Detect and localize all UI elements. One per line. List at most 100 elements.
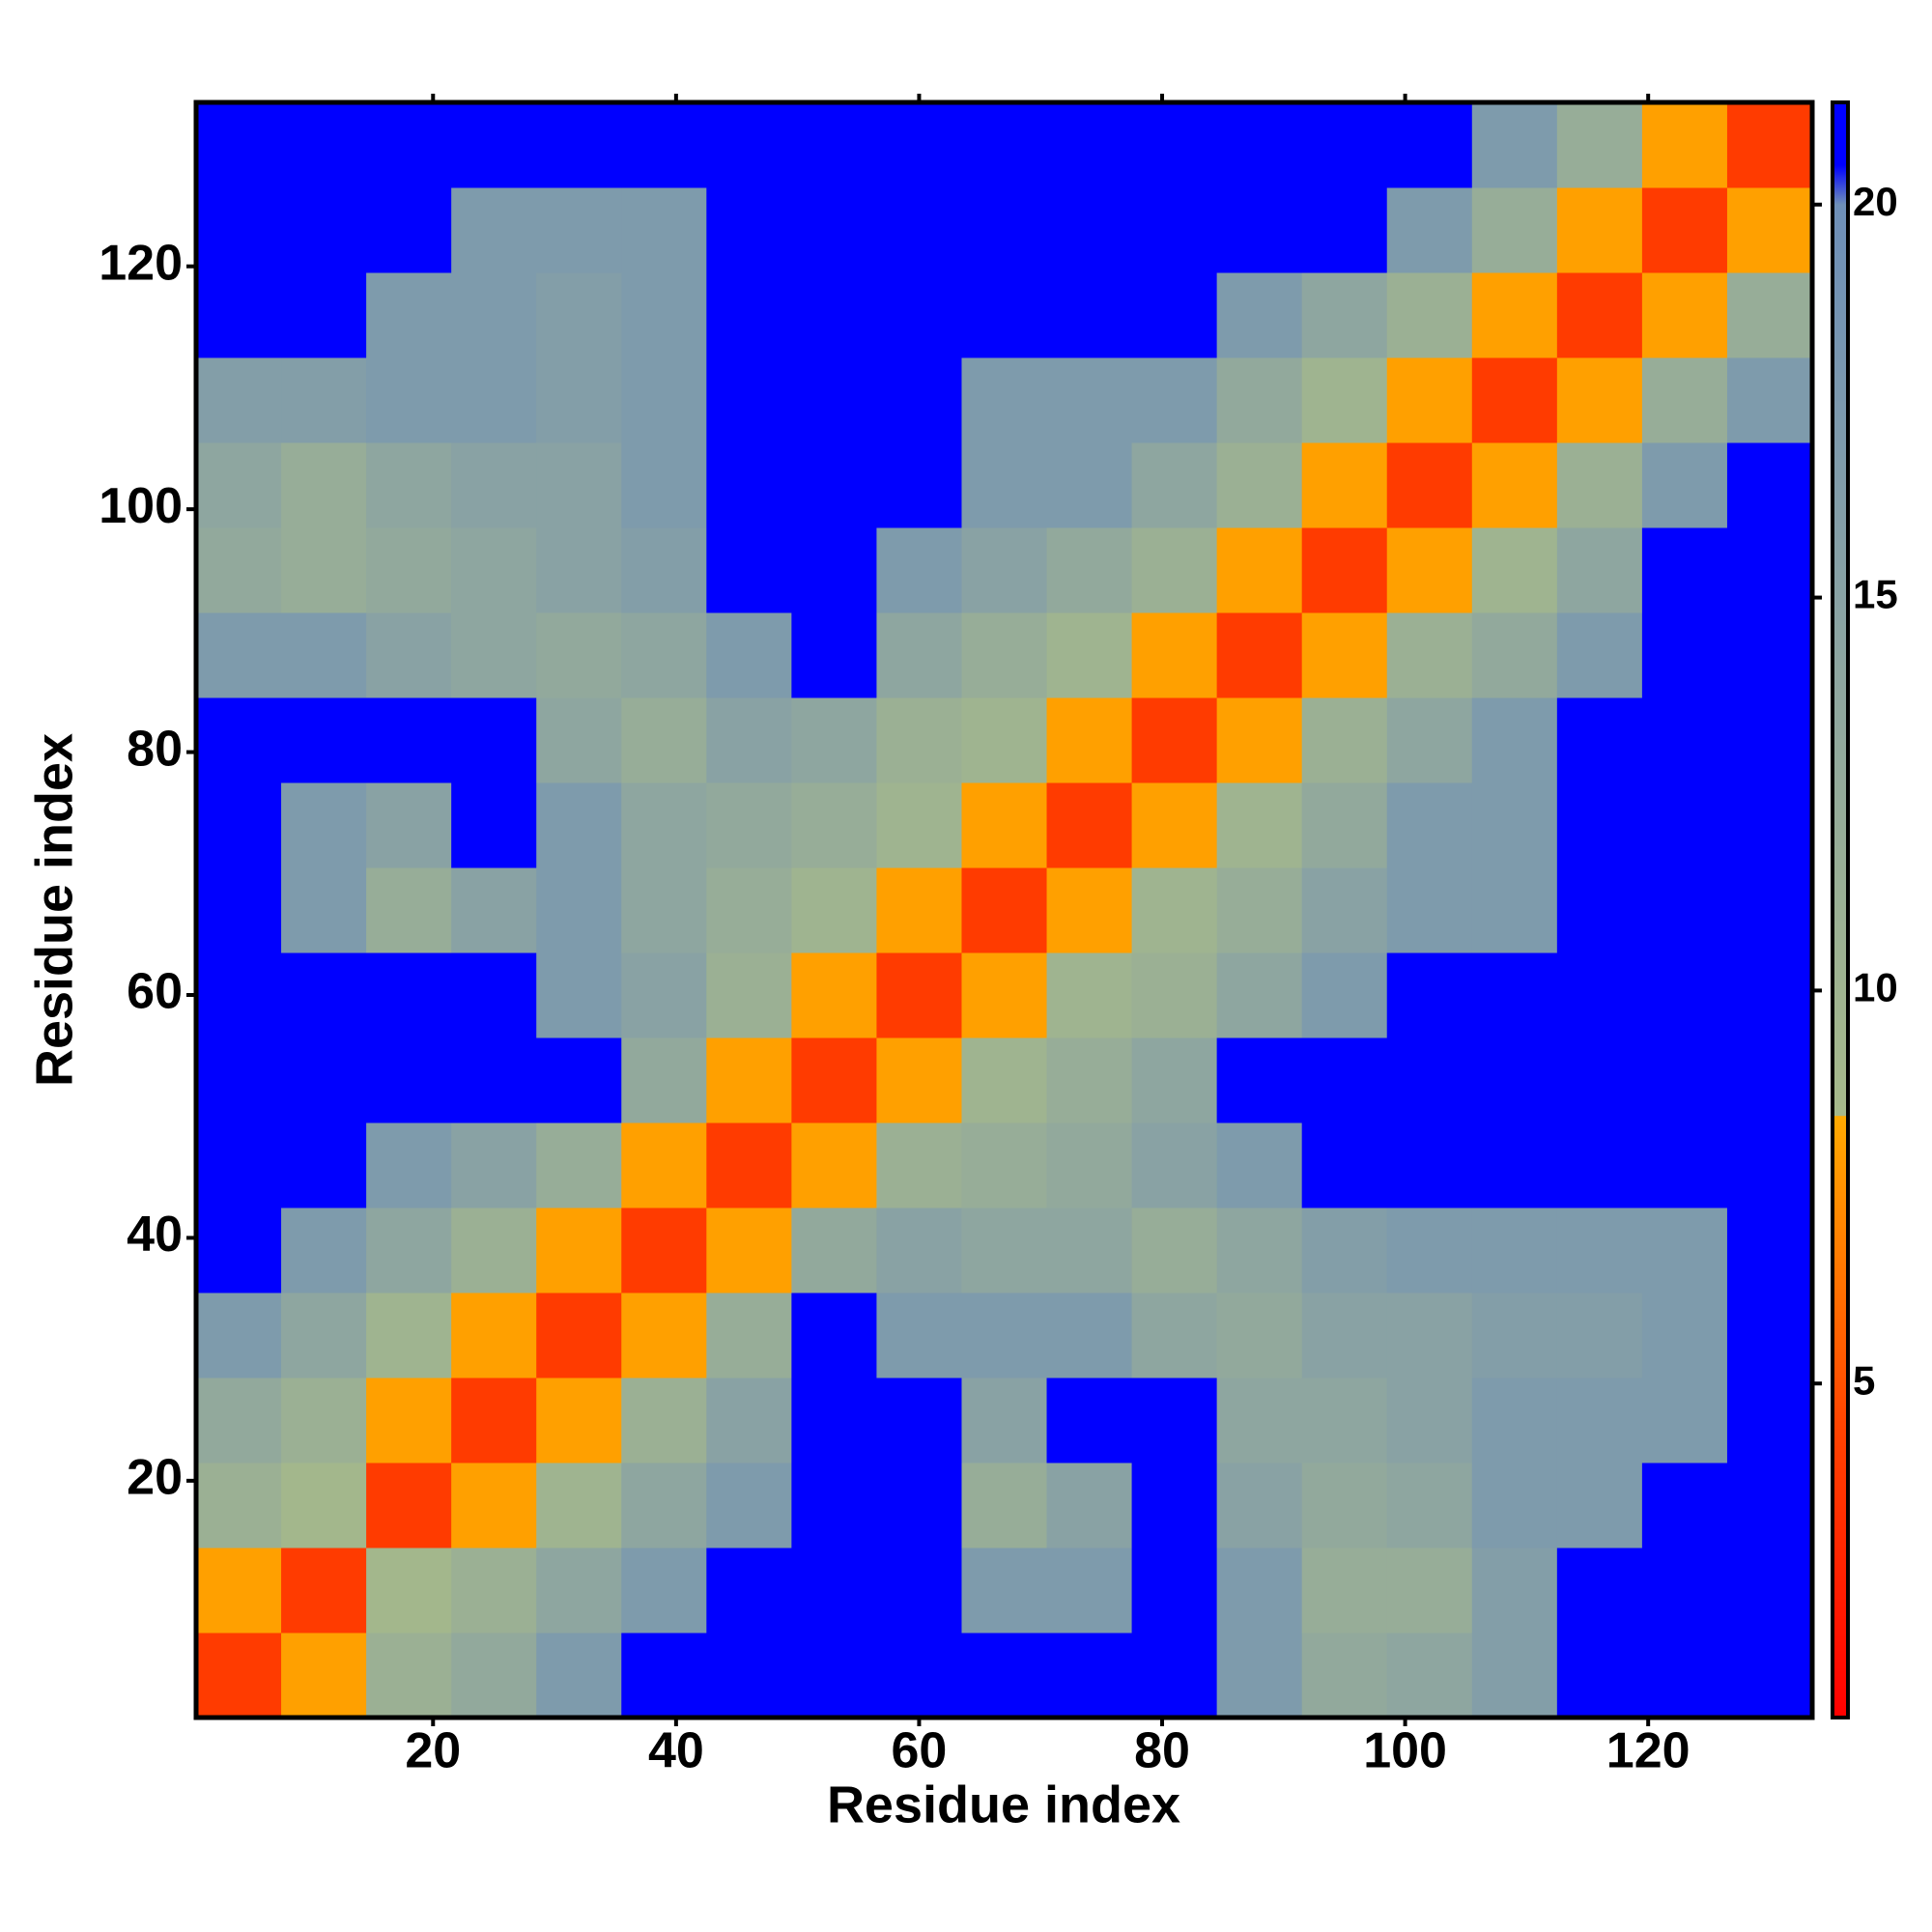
heatmap-cell [1471, 102, 1558, 188]
heatmap-cell [1726, 357, 1813, 443]
heatmap-cell [791, 867, 877, 953]
heatmap-cell [1471, 1122, 1558, 1208]
heatmap-cell [536, 357, 622, 443]
heatmap-cell [1301, 1633, 1388, 1719]
heatmap-cell [1046, 527, 1133, 613]
heatmap-cell [536, 612, 622, 698]
heatmap-cell [1216, 102, 1303, 188]
heatmap-cell [791, 1037, 877, 1123]
heatmap-cell [1556, 357, 1643, 443]
heatmap-cell [451, 102, 537, 188]
heatmap-cell [1556, 1208, 1643, 1293]
heatmap-cell [536, 1378, 622, 1463]
heatmap-cell [1726, 1122, 1813, 1208]
heatmap-cell [1216, 1293, 1303, 1378]
heatmap-cell [366, 272, 452, 358]
heatmap-cell [281, 612, 367, 698]
heatmap-cell [366, 952, 452, 1038]
heatmap-cell [876, 1208, 962, 1293]
heatmap-cell [1216, 782, 1303, 868]
y-tick-label: 100 [99, 478, 183, 534]
heatmap-cell [1556, 1037, 1643, 1123]
heatmap-cell [1641, 1378, 1728, 1463]
heatmap-cell [621, 1633, 707, 1719]
y-tick-label: 80 [127, 721, 183, 777]
heatmap-cell [1301, 442, 1388, 528]
heatmap-cell [1556, 697, 1643, 783]
heatmap-cell [706, 1122, 792, 1208]
heatmap-cell [1131, 1633, 1218, 1719]
heatmap-cell [706, 1378, 792, 1463]
heatmap-cell [706, 952, 792, 1038]
heatmap-cell [1046, 697, 1133, 783]
heatmap-cell [1641, 272, 1728, 358]
heatmap-cell [1386, 1208, 1473, 1293]
heatmap-cell [1641, 102, 1728, 188]
heatmap-cell [1301, 1463, 1388, 1548]
heatmap-cell [791, 1463, 877, 1548]
heatmap-cell [1046, 357, 1133, 443]
heatmap-cell [706, 697, 792, 783]
heatmap-cell [706, 1293, 792, 1378]
heatmap-cell [876, 442, 962, 528]
heatmap-cell [536, 1037, 622, 1123]
heatmap-cell [366, 697, 452, 783]
heatmap-cell [1556, 1633, 1643, 1719]
heatmap-cell [1046, 442, 1133, 528]
heatmap-cell [961, 187, 1048, 273]
heatmap-cell [1726, 1378, 1813, 1463]
heatmap-cell [281, 1548, 367, 1634]
heatmap-cell [1216, 952, 1303, 1038]
heatmap-cell [1471, 1208, 1558, 1293]
heatmap-cell [791, 612, 877, 698]
heatmap-cell [1301, 1208, 1388, 1293]
heatmap-cell [961, 697, 1048, 783]
heatmap-cell [1726, 1208, 1813, 1293]
heatmap-cell [1471, 612, 1558, 698]
heatmap-cell [1131, 612, 1218, 698]
heatmap-cell [791, 187, 877, 273]
heatmap-cell [1131, 357, 1218, 443]
heatmap-cell [451, 1463, 537, 1548]
heatmap-cell [281, 1293, 367, 1378]
heatmap-cell [1131, 527, 1218, 613]
heatmap-cell [621, 1463, 707, 1548]
heatmap-cell [281, 357, 367, 443]
heatmap-cell [621, 697, 707, 783]
heatmap-cell [791, 272, 877, 358]
heatmap-cell [961, 102, 1048, 188]
heatmap-cell [536, 527, 622, 613]
heatmap-cell [621, 527, 707, 613]
heatmap-cell [536, 1633, 622, 1719]
heatmap-cell [1046, 1548, 1133, 1634]
heatmap-cell [281, 527, 367, 613]
heatmap-cell [451, 527, 537, 613]
colorbar-tick-label: 20 [1853, 179, 1898, 224]
heatmap-cell [451, 1378, 537, 1463]
heatmap-cell [536, 102, 622, 188]
heatmap-cell [1301, 1378, 1388, 1463]
heatmap-cell [706, 442, 792, 528]
heatmap-cell [1216, 442, 1303, 528]
heatmap-cell [1046, 272, 1133, 358]
heatmap-cell [1726, 612, 1813, 698]
heatmap-cell [1471, 1463, 1558, 1548]
heatmap-cell [281, 272, 367, 358]
heatmap-cell [1471, 782, 1558, 868]
heatmap-cell [1641, 527, 1728, 613]
heatmap-cell [1641, 357, 1728, 443]
heatmap-cell [1301, 357, 1388, 443]
heatmap-cell [1301, 1293, 1388, 1378]
heatmap-cell [1386, 1463, 1473, 1548]
heatmap-cell [451, 782, 537, 868]
heatmap-cell [1726, 1293, 1813, 1378]
heatmap-cell [1046, 1378, 1133, 1463]
heatmap-cell [1556, 782, 1643, 868]
heatmap-cell [1301, 1037, 1388, 1123]
y-axis-title: Residue index [25, 733, 83, 1087]
heatmap-cell [196, 1633, 282, 1719]
heatmap-cell [196, 1208, 282, 1293]
heatmap-cell [1301, 782, 1388, 868]
heatmap-cell [791, 357, 877, 443]
